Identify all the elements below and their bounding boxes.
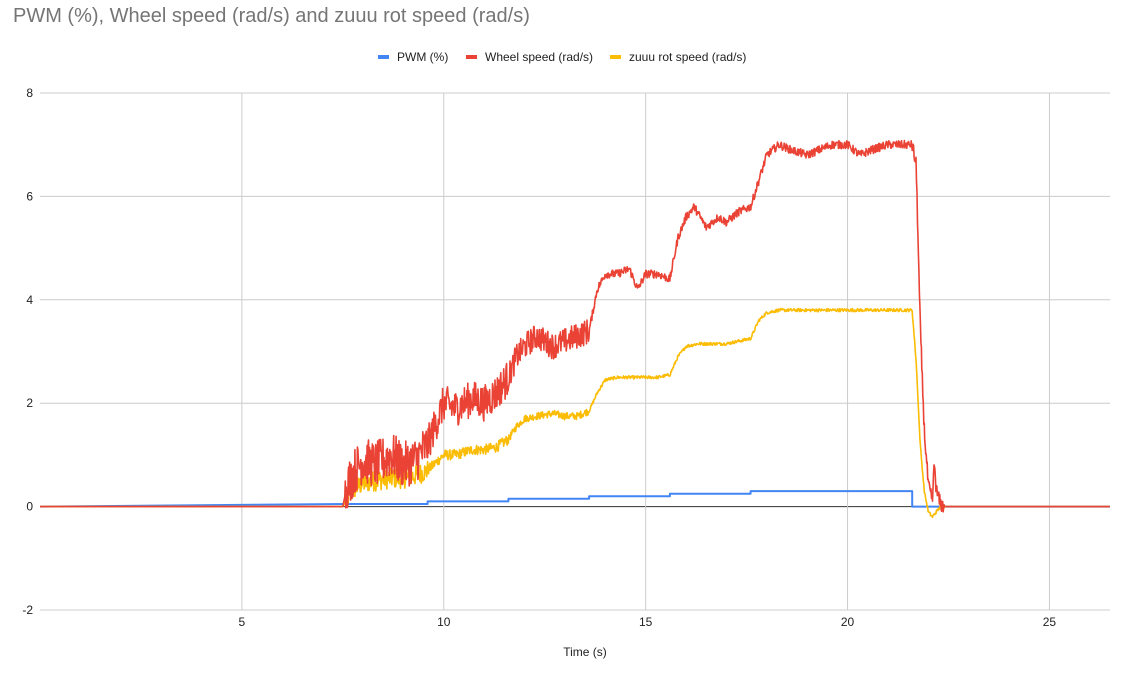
x-tick-label: 5 — [239, 615, 246, 629]
axis-layer: -2 0 2 4 6 8 5 10 15 20 25 — [22, 86, 1056, 629]
x-tick-label: 20 — [841, 615, 855, 629]
legend-label: PWM (%) — [397, 50, 448, 64]
x-tick-label: 10 — [437, 615, 451, 629]
series-layer — [39, 139, 1111, 519]
legend-swatch — [610, 55, 621, 59]
legend-label: zuuu rot speed (rad/s) — [629, 50, 746, 64]
legend-label: Wheel speed (rad/s) — [485, 50, 593, 64]
x-axis-label: Time (s) — [563, 645, 607, 659]
series-line-pwm — [39, 490, 1110, 508]
legend-item: zuuu rot speed (rad/s) — [610, 50, 746, 64]
y-tick-label: 8 — [26, 86, 33, 100]
x-tick-label: 25 — [1043, 615, 1057, 629]
y-tick-label: 4 — [26, 293, 33, 307]
x-tick-label: 15 — [639, 615, 653, 629]
legend-item: Wheel speed (rad/s) — [466, 50, 593, 64]
legend-swatch — [378, 55, 389, 59]
y-tick-label: 6 — [26, 189, 33, 203]
legend: PWM (%) Wheel speed (rad/s) zuuu rot speed… — [378, 50, 746, 64]
y-tick-label: 2 — [26, 396, 33, 410]
legend-swatch — [466, 55, 477, 59]
chart-title: PWM (%), Wheel speed (rad/s) and zuuu ro… — [13, 5, 530, 27]
series-line-wheel-speed — [39, 139, 1111, 513]
y-tick-label: -2 — [22, 603, 33, 617]
y-tick-label: 0 — [26, 500, 33, 514]
legend-item: PWM (%) — [378, 50, 448, 64]
grid-layer — [40, 92, 1110, 611]
